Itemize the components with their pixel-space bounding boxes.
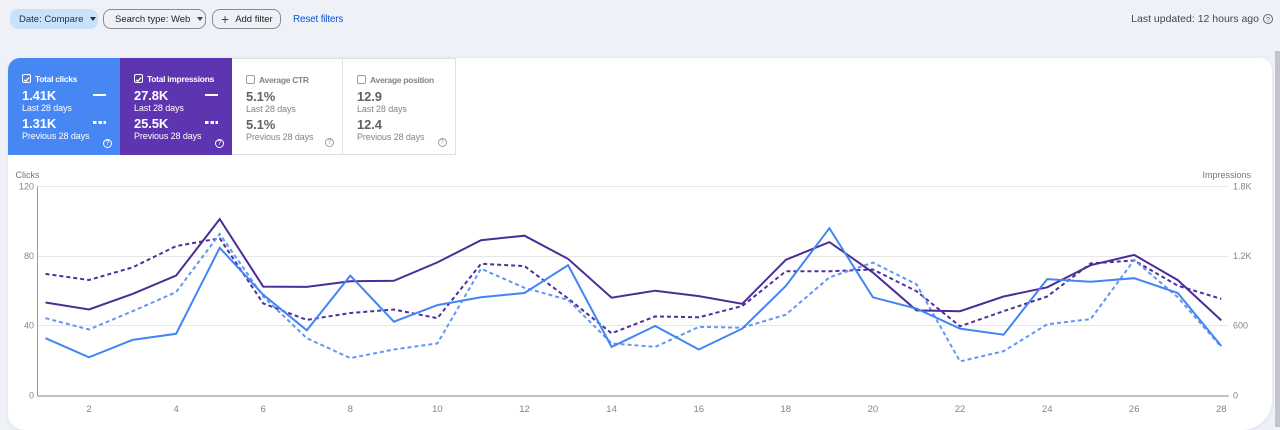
svg-text:1.8K: 1.8K: [1233, 182, 1252, 192]
svg-text:16: 16: [694, 404, 705, 415]
svg-text:10: 10: [432, 404, 443, 415]
svg-text:1.2K: 1.2K: [1233, 251, 1252, 261]
svg-text:24: 24: [1042, 404, 1053, 415]
svg-text:0: 0: [1233, 391, 1238, 401]
svg-text:22: 22: [955, 404, 966, 415]
svg-text:80: 80: [24, 251, 34, 261]
svg-text:2: 2: [86, 404, 91, 415]
svg-text:40: 40: [24, 321, 34, 331]
svg-text:12: 12: [519, 404, 530, 415]
svg-text:6: 6: [261, 404, 266, 415]
svg-text:26: 26: [1129, 404, 1140, 415]
svg-text:20: 20: [868, 404, 879, 415]
svg-text:0: 0: [29, 391, 34, 401]
svg-text:Impressions: Impressions: [1202, 170, 1251, 180]
svg-text:120: 120: [19, 182, 34, 192]
svg-text:28: 28: [1216, 404, 1227, 415]
svg-text:Clicks: Clicks: [16, 170, 40, 180]
svg-text:18: 18: [781, 404, 792, 415]
svg-text:600: 600: [1233, 321, 1248, 331]
svg-text:8: 8: [348, 404, 353, 415]
svg-text:4: 4: [173, 404, 178, 415]
svg-text:14: 14: [606, 404, 617, 415]
